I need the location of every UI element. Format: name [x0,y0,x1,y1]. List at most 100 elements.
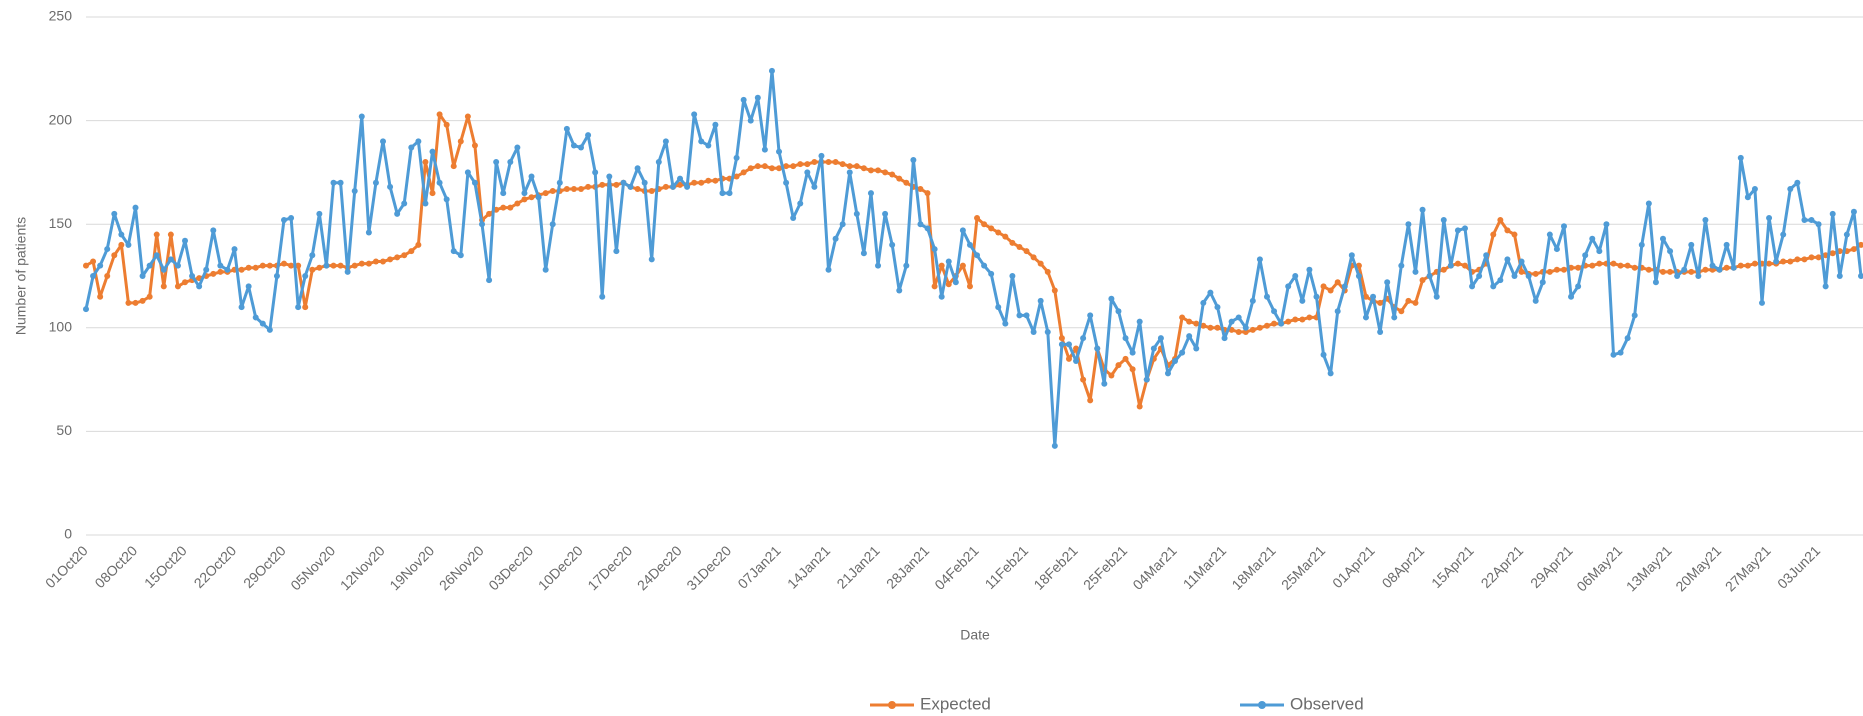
point [153,231,160,238]
point [281,217,288,224]
point [1143,376,1150,383]
point [273,273,280,279]
point [995,304,1002,311]
point [627,183,634,190]
point [507,159,514,166]
point [203,266,210,273]
point [443,196,450,203]
y-tick-label: 0 [64,526,72,542]
x-tick-label: 12Nov20 [337,542,388,593]
point [549,221,556,228]
point [995,229,1002,236]
point [1115,308,1122,315]
point [889,241,896,248]
point [839,221,846,228]
point [500,204,507,211]
x-tick-label: 11Mar21 [1180,542,1230,592]
point [655,159,662,166]
point [500,190,507,197]
point [1129,366,1136,373]
point [457,252,464,259]
point [1115,362,1122,369]
point [415,241,422,248]
point [471,179,478,186]
point [1016,243,1023,250]
point [1327,370,1334,377]
point [1073,345,1080,352]
point [387,256,394,263]
point [1490,283,1497,290]
point [846,163,853,170]
point [917,221,924,228]
point [429,148,436,155]
point [1306,314,1313,321]
x-tick-label: 29Apr21 [1527,542,1576,591]
point [457,138,464,145]
point [1624,335,1631,342]
point [1285,318,1292,325]
point [945,281,952,288]
point [981,262,988,269]
point [783,163,790,170]
point [450,248,457,255]
point [358,260,365,267]
point [1377,328,1384,335]
point [1065,341,1072,348]
x-tick-label: 25Feb21 [1080,542,1131,593]
point [1469,283,1476,290]
point [514,144,521,151]
point [1758,299,1765,306]
point [959,262,966,269]
point [889,171,896,178]
point [231,246,238,253]
point [1617,349,1624,356]
point [691,179,698,186]
point [1723,241,1730,248]
point [1122,335,1129,342]
point [1716,266,1723,273]
point [1476,273,1483,279]
point [1044,328,1051,335]
point [599,293,606,300]
point [358,113,365,120]
legend-marker [888,701,896,709]
point [867,190,874,197]
point [486,277,493,284]
point [1433,293,1440,300]
point [1377,299,1384,306]
point [1532,297,1539,304]
point [1051,442,1058,449]
point [160,266,167,273]
point [542,190,549,197]
x-tick-label: 22Apr21 [1478,542,1527,591]
legend-label: Expected [920,694,991,713]
point [563,185,570,192]
point [860,165,867,172]
point [1490,231,1497,238]
point [981,221,988,228]
point [669,183,676,190]
x-tick-label: 07Jan21 [734,542,783,591]
point [634,165,641,172]
point [853,210,860,217]
point [436,179,443,186]
point [245,283,252,290]
point [1299,316,1306,323]
point [1702,266,1709,273]
point [1624,262,1631,269]
point [309,266,316,273]
point [1023,248,1030,255]
point [1737,262,1744,269]
point [1320,351,1327,358]
point [408,248,415,255]
point [1511,273,1518,279]
y-tick-label: 250 [49,8,73,24]
point [1751,260,1758,267]
x-tick-label: 11Feb21 [982,542,1032,592]
point [1553,246,1560,253]
point [570,185,577,192]
point [90,273,97,279]
point [1080,376,1087,383]
point [1136,403,1143,410]
point [641,179,648,186]
